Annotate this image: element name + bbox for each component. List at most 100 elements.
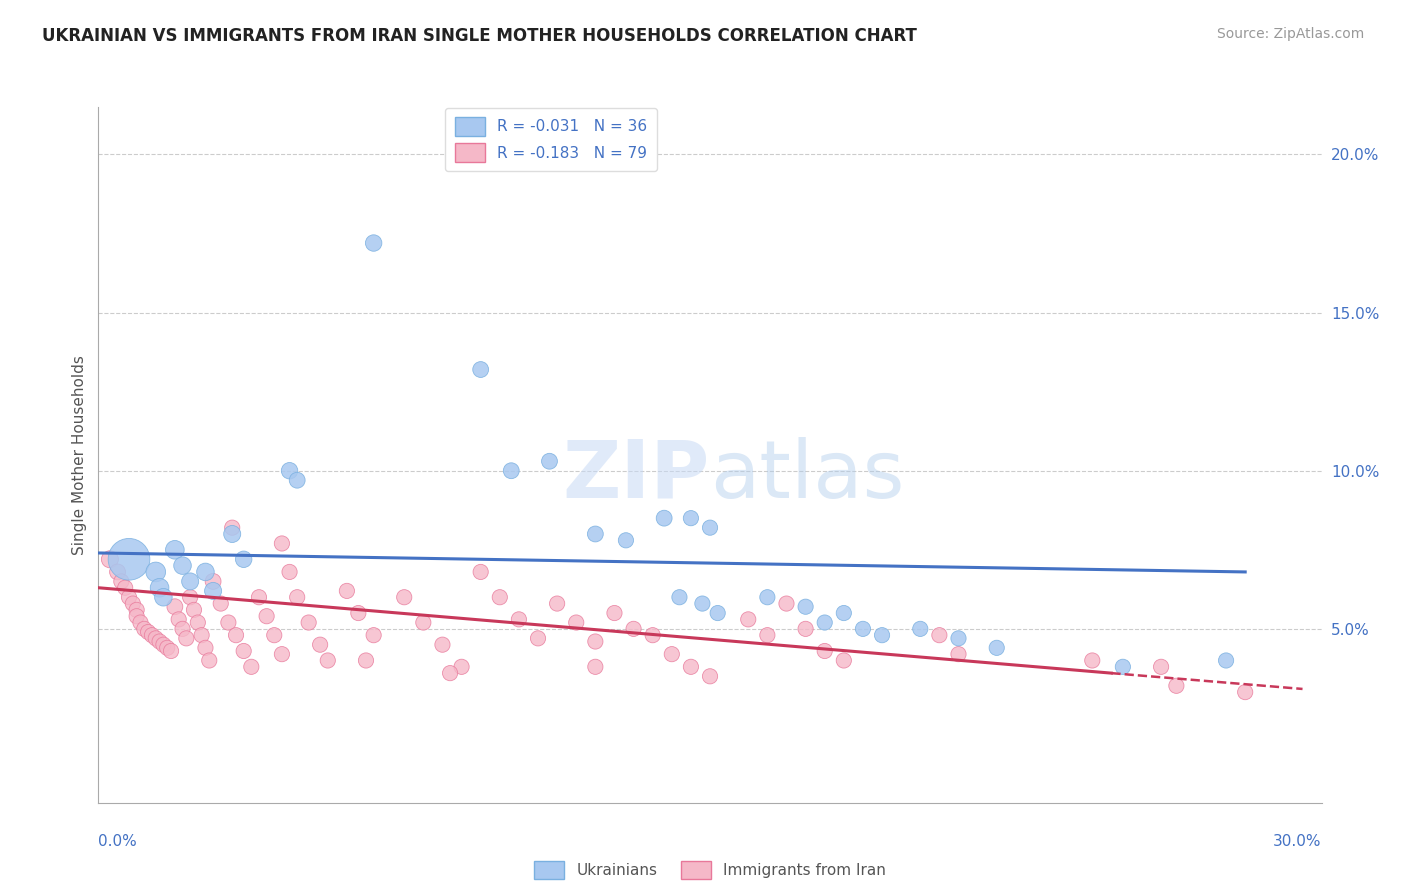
Legend: Ukrainians, Immigrants from Iran: Ukrainians, Immigrants from Iran: [527, 855, 893, 886]
Point: [1081, 653, 1104, 667]
Point: [470, 362, 492, 376]
Point: [270, 536, 294, 550]
Point: [614, 533, 637, 548]
Point: [756, 591, 779, 605]
Point: [149, 581, 172, 595]
Text: 30.0%: 30.0%: [1274, 834, 1322, 849]
Point: [1215, 653, 1237, 667]
Point: [450, 660, 472, 674]
Point: [263, 628, 285, 642]
Point: [118, 591, 141, 605]
Point: [134, 622, 156, 636]
Point: [110, 574, 132, 589]
Point: [256, 609, 278, 624]
Point: [775, 597, 797, 611]
Point: [129, 615, 152, 630]
Point: [309, 638, 332, 652]
Point: [163, 599, 186, 614]
Point: [179, 574, 201, 589]
Point: [794, 622, 817, 636]
Point: [794, 599, 817, 614]
Point: [439, 666, 461, 681]
Point: [488, 591, 510, 605]
Point: [221, 521, 243, 535]
Point: [737, 612, 759, 626]
Point: [623, 622, 645, 636]
Point: [1234, 685, 1257, 699]
Point: [141, 628, 163, 642]
Point: [832, 653, 855, 667]
Point: [202, 583, 225, 598]
Point: [986, 640, 1008, 655]
Point: [114, 581, 136, 595]
Point: [347, 606, 370, 620]
Point: [1112, 660, 1135, 674]
Point: [285, 591, 308, 605]
Point: [546, 597, 568, 611]
Point: [928, 628, 950, 642]
Point: [176, 632, 198, 646]
Text: atlas: atlas: [710, 437, 904, 515]
Point: [565, 615, 588, 630]
Point: [1166, 679, 1188, 693]
Point: [336, 583, 359, 598]
Point: [202, 574, 225, 589]
Point: [217, 615, 239, 630]
Point: [152, 638, 174, 652]
Point: [163, 542, 186, 557]
Point: [125, 603, 148, 617]
Point: [160, 644, 183, 658]
Point: [679, 511, 702, 525]
Point: [870, 628, 893, 642]
Point: [156, 640, 179, 655]
Point: [145, 565, 167, 579]
Point: [583, 634, 606, 648]
Point: [470, 565, 492, 579]
Point: [285, 473, 308, 487]
Point: [661, 647, 683, 661]
Point: [145, 632, 167, 646]
Point: [538, 454, 561, 468]
Point: [832, 606, 855, 620]
Point: [432, 638, 454, 652]
Point: [136, 625, 159, 640]
Point: [668, 591, 690, 605]
Point: [910, 622, 932, 636]
Point: [98, 552, 121, 566]
Point: [190, 628, 212, 642]
Point: [167, 612, 190, 626]
Text: Source: ZipAtlas.com: Source: ZipAtlas.com: [1216, 27, 1364, 41]
Point: [278, 565, 301, 579]
Text: 0.0%: 0.0%: [98, 834, 138, 849]
Point: [194, 565, 217, 579]
Point: [221, 527, 243, 541]
Point: [501, 464, 523, 478]
Point: [278, 464, 301, 478]
Point: [392, 591, 416, 605]
Text: ZIP: ZIP: [562, 437, 710, 515]
Point: [198, 653, 221, 667]
Point: [706, 606, 728, 620]
Point: [298, 615, 321, 630]
Point: [172, 558, 194, 573]
Point: [852, 622, 875, 636]
Point: [125, 609, 148, 624]
Point: [699, 521, 721, 535]
Point: [240, 660, 263, 674]
Point: [247, 591, 270, 605]
Point: [363, 235, 385, 250]
Point: [152, 591, 174, 605]
Point: [225, 628, 247, 642]
Point: [527, 632, 550, 646]
Point: [179, 591, 201, 605]
Point: [814, 644, 837, 658]
Point: [948, 632, 970, 646]
Point: [692, 597, 714, 611]
Point: [354, 653, 377, 667]
Point: [583, 527, 606, 541]
Point: [948, 647, 970, 661]
Point: [412, 615, 434, 630]
Point: [149, 634, 172, 648]
Point: [209, 597, 232, 611]
Point: [183, 603, 205, 617]
